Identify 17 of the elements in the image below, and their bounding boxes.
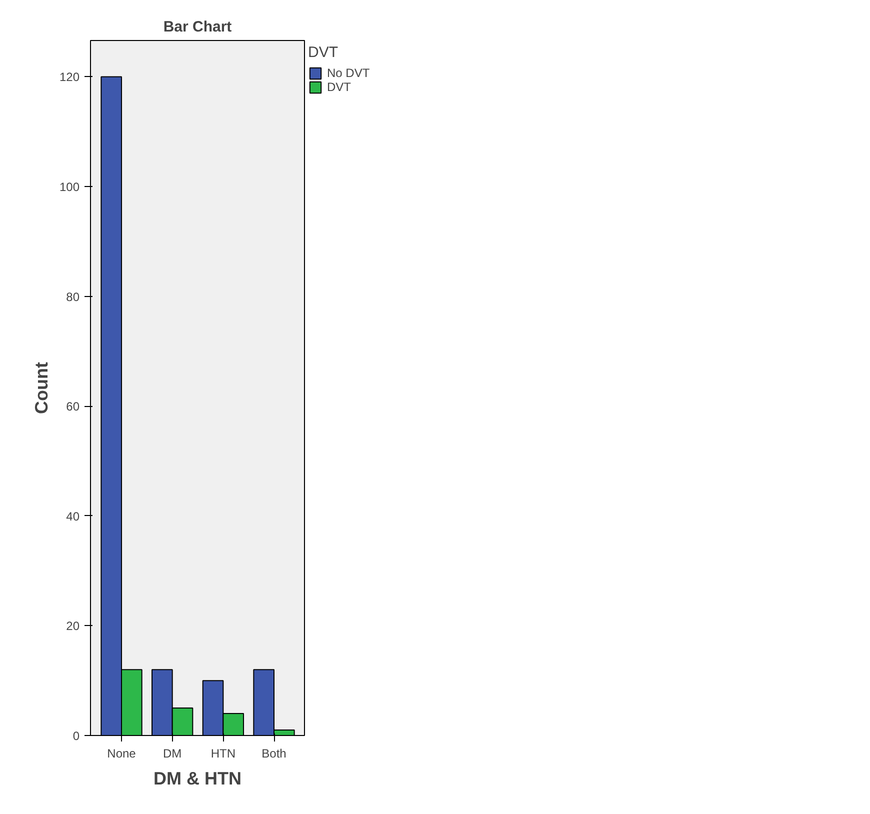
legend-label: DVT — [327, 80, 351, 94]
x-tick-label: HTN — [210, 746, 236, 760]
y-axis-title: Count — [31, 362, 52, 414]
x-tick-label: DM — [163, 746, 182, 760]
x-axis-title: DM & HTN — [154, 768, 242, 788]
y-tick-label: 60 — [66, 400, 80, 414]
y-tick-label: 20 — [66, 619, 80, 634]
legend-label: No DVT — [327, 66, 370, 80]
y-tick-label: 120 — [59, 70, 80, 84]
y-tick-label: 0 — [72, 729, 80, 743]
legend-title: DVT — [308, 44, 339, 61]
y-tick-label: 80 — [66, 290, 80, 304]
chart-title: Bar Chart — [163, 18, 232, 36]
x-tick-label: None — [107, 746, 136, 760]
y-tick-label: 40 — [66, 509, 80, 524]
y-tick-label: 100 — [59, 180, 80, 194]
x-tick-label: Both — [262, 746, 286, 760]
